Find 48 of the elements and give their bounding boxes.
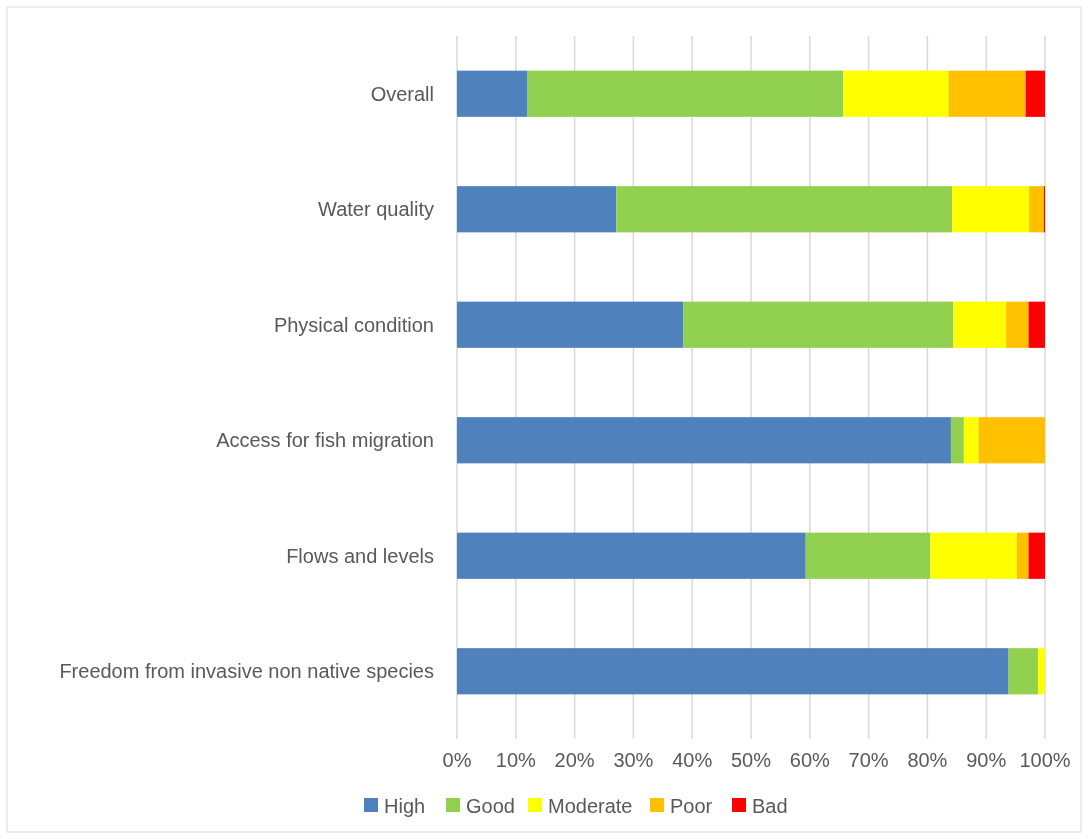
legend-label: Poor — [670, 795, 713, 817]
bar — [457, 70, 528, 117]
x-tick-label: 20% — [554, 749, 595, 771]
bar — [930, 532, 1017, 579]
bar — [952, 186, 1030, 233]
x-tick-label: 40% — [672, 749, 713, 771]
legend-label: High — [384, 795, 426, 817]
bar — [683, 301, 954, 348]
y-tick-label: Physical condition — [273, 313, 434, 336]
y-tick-label: Access for fish migration — [216, 429, 434, 452]
x-tick-label: 70% — [848, 749, 889, 771]
x-tick-label: 60% — [789, 749, 831, 771]
y-tick-label: Flows and levels — [286, 544, 434, 567]
bar — [1028, 301, 1045, 348]
bar — [1025, 70, 1045, 117]
bar — [457, 417, 951, 464]
bar — [616, 186, 953, 233]
y-tick-label: Water quality — [318, 198, 434, 221]
x-tick-label: 50% — [730, 749, 772, 771]
x-tick-label: 90% — [966, 749, 1007, 771]
bar — [1016, 532, 1029, 579]
bar — [1006, 301, 1029, 348]
bar — [527, 70, 844, 117]
x-tick-label: 80% — [907, 749, 948, 771]
bar — [457, 532, 806, 579]
legend-label: Good — [466, 795, 515, 817]
bar — [1029, 186, 1044, 233]
bar — [805, 532, 931, 579]
legend-label: Bad — [752, 795, 788, 817]
bar — [843, 70, 949, 117]
bar — [1028, 532, 1045, 579]
bar — [950, 417, 964, 464]
x-tick-label: 0% — [442, 749, 472, 771]
y-tick-label: Freedom from invasive non native species — [59, 660, 434, 683]
bar — [948, 70, 1026, 117]
bar — [457, 301, 684, 348]
bar — [963, 417, 979, 464]
x-tick-label: 100% — [1019, 749, 1071, 771]
bar — [978, 417, 1045, 464]
x-tick-label: 30% — [613, 749, 654, 771]
legend-label: Moderate — [548, 795, 633, 817]
bar — [1008, 648, 1038, 695]
bar — [953, 301, 1007, 348]
x-tick-label: 10% — [495, 749, 537, 771]
bar — [457, 186, 617, 233]
y-tick-label: Overall — [370, 82, 434, 105]
bar — [1037, 648, 1045, 695]
bar — [457, 648, 1009, 695]
